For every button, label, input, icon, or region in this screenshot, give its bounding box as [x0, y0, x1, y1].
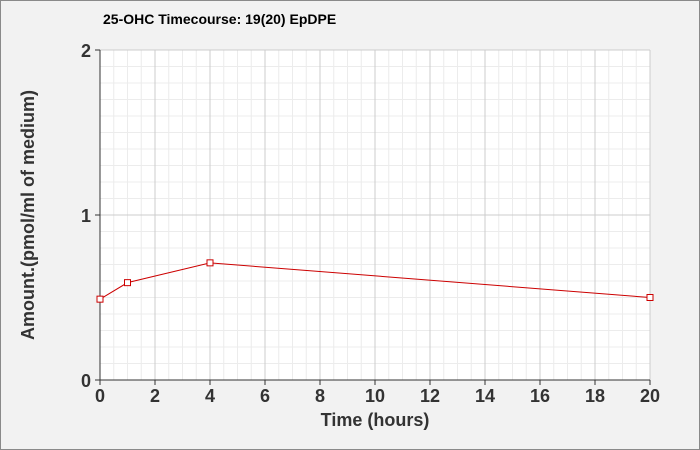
y-tick-label: 1	[81, 206, 91, 226]
chart-title: 25-OHC Timecourse: 19(20) EpDPE	[103, 11, 337, 27]
data-point-marker	[96, 295, 104, 303]
y-axis-label: Amount.(pmol/ml of medium)	[18, 90, 38, 340]
x-tick-label: 10	[365, 386, 385, 406]
x-tick-label: 20	[640, 386, 660, 406]
x-tick-label: 12	[420, 386, 440, 406]
y-tick-label: 2	[81, 41, 91, 61]
data-point-marker	[206, 259, 214, 267]
x-tick-label: 18	[585, 386, 605, 406]
grid-lines	[100, 49, 651, 380]
x-tick-label: 8	[315, 386, 325, 406]
x-tick-label: 16	[530, 386, 550, 406]
y-tick-labels: 0 1 2	[81, 41, 91, 391]
x-axis-label: Time (hours)	[321, 410, 430, 430]
x-tick-label: 2	[150, 386, 160, 406]
x-tick-label: 14	[475, 386, 495, 406]
x-tick-label: 4	[205, 386, 215, 406]
series-line	[99, 262, 651, 300]
x-tick-label: 6	[260, 386, 270, 406]
axes	[95, 49, 651, 385]
series-layer	[96, 259, 654, 303]
data-point-marker	[124, 279, 131, 287]
x-tick-labels: 0 2 4 6 8 10 12 14 16 18 20	[95, 386, 660, 406]
y-tick-label: 0	[81, 371, 91, 391]
x-tick-label: 0	[95, 386, 105, 406]
data-point-marker	[646, 294, 654, 301]
